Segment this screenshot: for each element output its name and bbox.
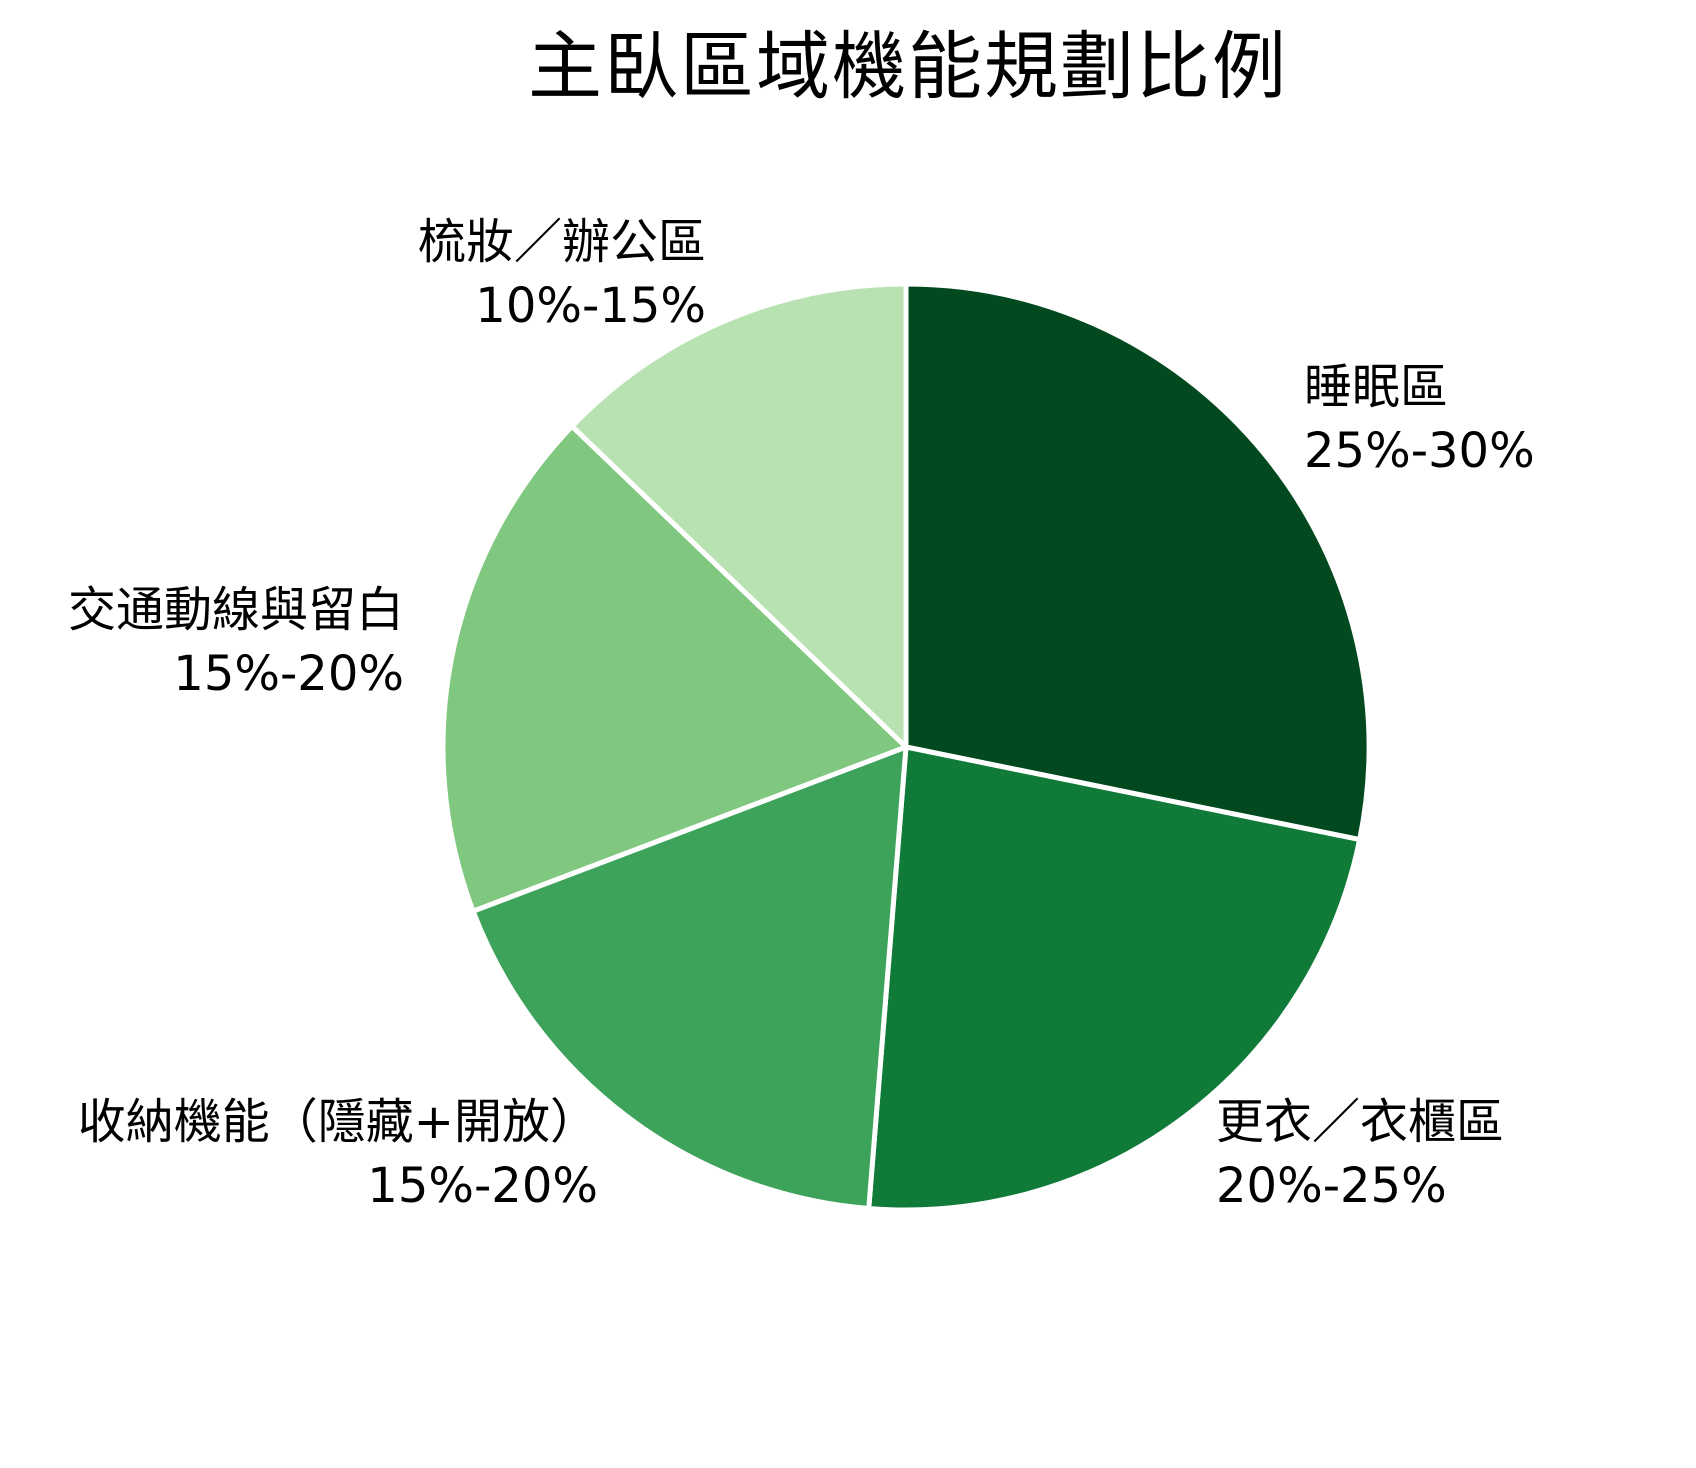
slice-name: 睡眠區: [1304, 359, 1449, 415]
slice-range: 20%-25%: [1216, 1158, 1447, 1214]
pie-slice-0: [903, 281, 1372, 843]
slice-name: 交通動線與留白: [67, 582, 404, 638]
label-dressing-zone: 更衣／衣櫃區 20%-25%: [1216, 1090, 1504, 1218]
slice-range: 10%-15%: [475, 278, 706, 334]
pie-slice-4: [569, 281, 909, 750]
pie-slice-3: [440, 423, 909, 914]
label-vanity-office: 梳妝／辦公區 10%-15%: [418, 210, 706, 338]
slice-range: 15%-20%: [173, 646, 404, 702]
label-circulation: 交通動線與留白 15%-20%: [68, 578, 404, 706]
pie-slice-2: [470, 744, 909, 1211]
label-sleep-zone: 睡眠區 25%-30%: [1304, 355, 1535, 483]
pie-slice-1: [866, 744, 1363, 1213]
slice-name: 更衣／衣櫃區: [1216, 1094, 1505, 1150]
slice-range: 15%-20%: [367, 1158, 598, 1214]
slice-name: 收納機能（隱藏+開放）: [77, 1094, 598, 1150]
slice-range: 25%-30%: [1304, 423, 1535, 479]
slice-name: 梳妝／辦公區: [417, 214, 706, 270]
label-storage: 收納機能（隱藏+開放） 15%-20%: [78, 1090, 598, 1218]
chart-title: 主臥區域機能規劃比例: [528, 24, 1288, 110]
